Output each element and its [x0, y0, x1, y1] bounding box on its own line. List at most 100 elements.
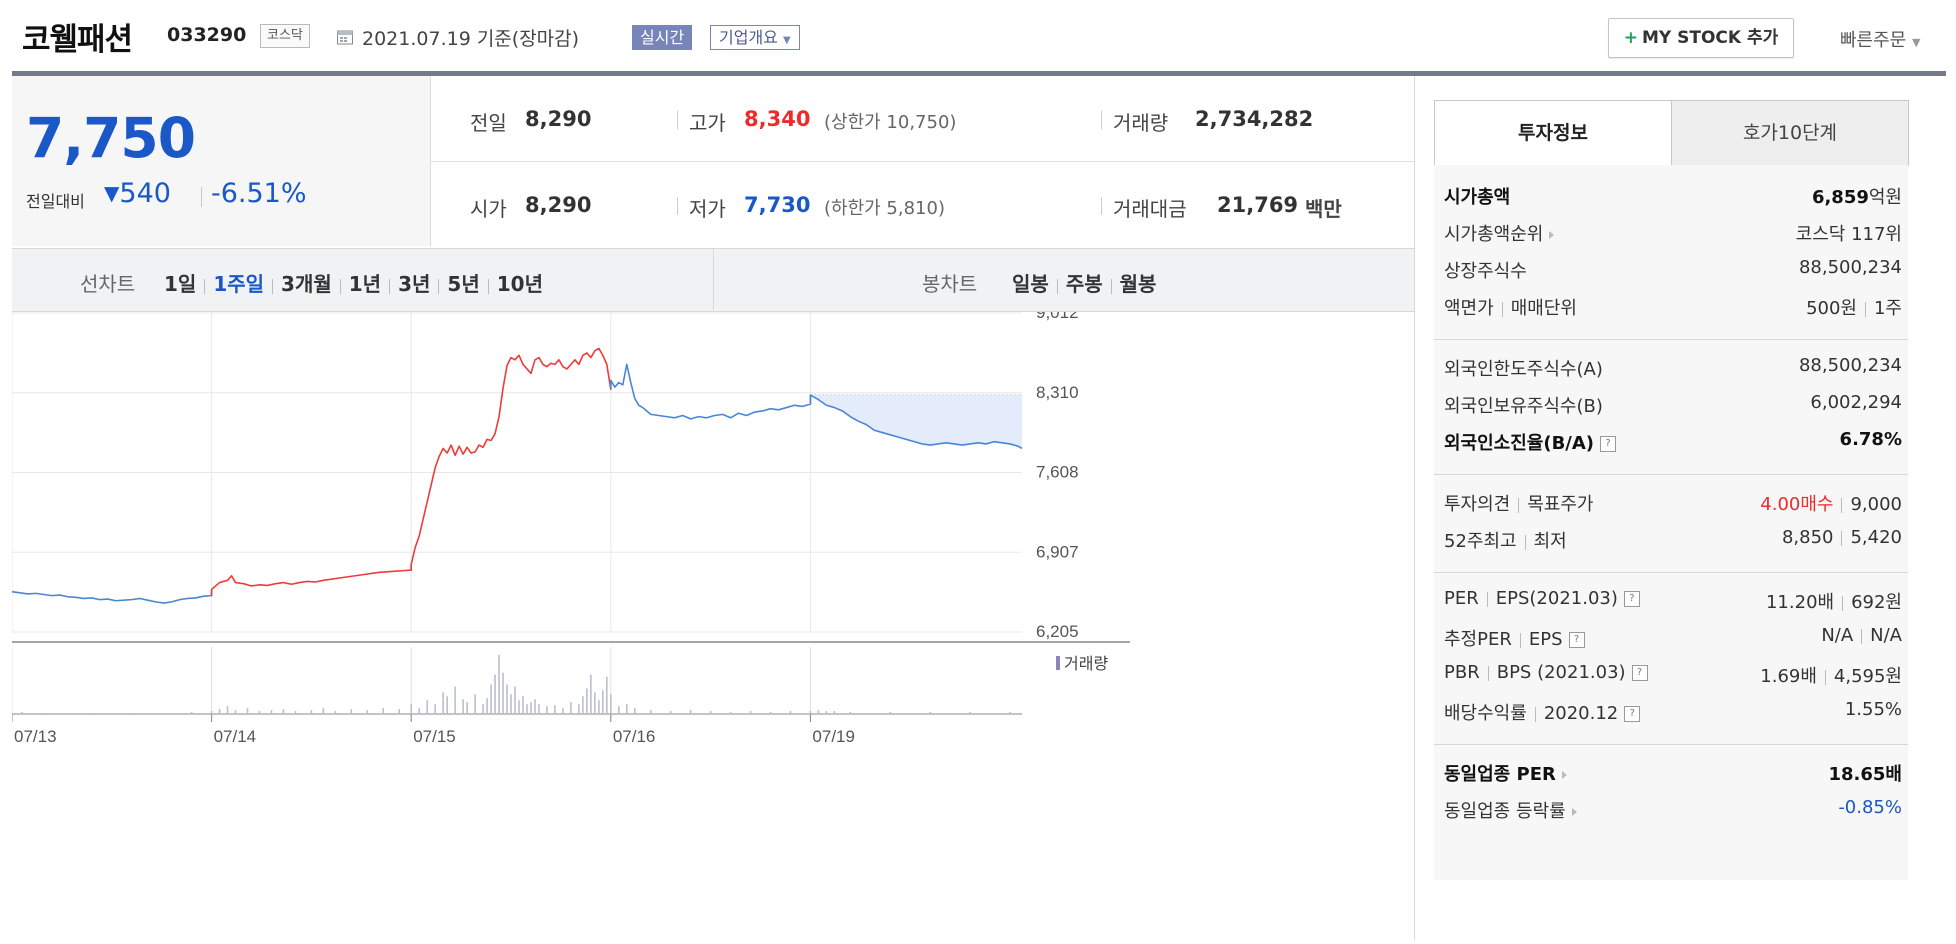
- info-label: 액면가 매매단위: [1444, 294, 1577, 320]
- info-value-text: 500원: [1806, 298, 1857, 319]
- info-value: 코스닥 117위: [1796, 220, 1902, 246]
- arrow-right-icon[interactable]: [1549, 231, 1555, 239]
- y-tick-label: 9,012: [1036, 312, 1079, 322]
- period-tab[interactable]: 10년: [496, 272, 543, 296]
- divider: [677, 197, 678, 215]
- info-value: 1.69배 4,595원: [1760, 662, 1902, 688]
- candle-tab[interactable]: 월봉: [1119, 272, 1157, 296]
- divider: [1518, 497, 1520, 513]
- stock-code: 033290: [167, 24, 247, 46]
- info-value: 8,850 5,420: [1782, 527, 1902, 548]
- info-label-text: 액면가: [1444, 298, 1494, 319]
- below-reference-area: [810, 395, 1022, 449]
- invest-info-body: [1434, 165, 1908, 880]
- arrow-right-icon[interactable]: [1571, 808, 1577, 816]
- info-label: 상장주식수: [1444, 257, 1527, 283]
- price-change-percent: -6.51%: [211, 178, 307, 209]
- divider: [438, 279, 440, 294]
- low-label: 저가: [689, 197, 726, 221]
- price-line: [410, 347, 612, 571]
- help-icon[interactable]: ?: [1623, 591, 1640, 607]
- info-value-text: 88,500,234: [1798, 257, 1902, 278]
- volume-value: 2,734,282: [1195, 107, 1314, 131]
- period-tab[interactable]: 1일: [164, 272, 197, 296]
- price-chart[interactable]: 9,012 8,310 7,608 6,907 6,205 거래량 07/13 07/14 07…: [11, 303, 1414, 940]
- period-tab[interactable]: 3년: [398, 272, 431, 296]
- prev-close-value: 8,290: [525, 107, 592, 131]
- divider: [1524, 534, 1526, 550]
- info-value-text: 1.55%: [1844, 699, 1902, 720]
- info-label-text: 배당수익률: [1444, 703, 1527, 724]
- info-label: 외국인보유주식수(B): [1444, 392, 1603, 418]
- section-divider: [1434, 339, 1908, 340]
- high-value: 8,340: [744, 107, 811, 131]
- divider: [339, 279, 341, 294]
- period-tab[interactable]: 1년: [348, 272, 382, 296]
- info-value-text: 692원: [1851, 592, 1902, 613]
- info-value-text: 9,000: [1850, 494, 1902, 515]
- price-line: [809, 394, 1023, 450]
- stock-header: 코웰패션 033290 코스닥 2021.07.19 기준(장마감) 실시간 기…: [0, 0, 1956, 70]
- my-stock-add-button[interactable]: + MY STOCK 추가: [1608, 18, 1794, 58]
- candle-chart-label: 봉차트: [922, 272, 978, 296]
- my-stock-label: MY STOCK 추가: [1641, 28, 1779, 48]
- divider: [272, 279, 274, 294]
- quick-order-link[interactable]: 빠른주문 ▼: [1840, 26, 1920, 52]
- info-label: 52주최고 최저: [1444, 527, 1567, 553]
- period-tabs: 1일 1주일 3개월 1년 3년 5년 10년: [164, 268, 543, 296]
- period-tab[interactable]: 5년: [447, 272, 480, 296]
- info-label-text: 투자의견: [1444, 494, 1511, 515]
- period-tab[interactable]: 1주일: [213, 272, 265, 296]
- volume-label: 거래량: [1113, 111, 1169, 135]
- tab-order-book[interactable]: 호가10단계: [1671, 100, 1909, 166]
- help-icon[interactable]: ?: [1568, 632, 1585, 648]
- info-label-text: EPS(2021.03): [1495, 588, 1618, 609]
- info-value-text: 4.00매수: [1760, 494, 1834, 515]
- info-label-text: PER: [1444, 588, 1479, 609]
- info-value: N/A N/A: [1821, 625, 1902, 646]
- help-icon[interactable]: ?: [1600, 436, 1617, 452]
- period-tab[interactable]: 3개월: [281, 272, 332, 296]
- info-value-text: -0.85%: [1838, 797, 1902, 818]
- tab-invest-info[interactable]: 투자정보: [1434, 100, 1672, 165]
- volume-legend-swatch: [1056, 656, 1060, 670]
- info-label: 투자의견 목표주가: [1444, 490, 1594, 516]
- candle-tab[interactable]: 일봉: [1012, 272, 1049, 296]
- info-value: 6.78%: [1840, 429, 1902, 450]
- plus-icon: +: [1623, 28, 1638, 48]
- info-label-text: 추정PER: [1444, 629, 1512, 650]
- open-label: 시가: [470, 197, 507, 221]
- help-icon[interactable]: ?: [1624, 706, 1641, 722]
- y-tick-label: 6,205: [1036, 622, 1079, 641]
- info-value: 6,859억원: [1812, 183, 1902, 209]
- info-label: 추정PER EPS?: [1444, 625, 1585, 651]
- market-tag: 코스닥: [260, 24, 310, 48]
- info-value: 6,002,294: [1810, 392, 1902, 413]
- lower-limit: (하한가 5,810): [824, 198, 945, 219]
- info-value-text: 1.69배: [1760, 666, 1817, 687]
- calendar-icon: [337, 30, 353, 45]
- realtime-button[interactable]: 실시간: [632, 25, 693, 50]
- info-label-text: 2020.12: [1543, 703, 1619, 724]
- info-label-text: 외국인소진율(B/A): [1444, 433, 1595, 454]
- info-label-text: 상장주식수: [1444, 261, 1527, 282]
- x-tick-label: 07/13: [14, 727, 57, 746]
- info-label-text: 매매단위: [1510, 298, 1577, 319]
- arrow-right-icon[interactable]: [1561, 771, 1567, 779]
- price-change: ▼540: [104, 178, 171, 209]
- divider: [1101, 111, 1102, 129]
- info-value: 88,500,234: [1799, 355, 1902, 376]
- trade-amount-label: 거래대금: [1113, 197, 1187, 221]
- divider: [1534, 706, 1536, 722]
- info-value: 88,500,234: [1799, 257, 1902, 278]
- row-divider: [431, 161, 1414, 162]
- section-divider: [1434, 744, 1908, 745]
- x-tick-label: 07/14: [214, 727, 257, 746]
- info-label: PBR BPS (2021.03)?: [1444, 662, 1648, 683]
- info-label-text: 52주최고: [1444, 531, 1517, 552]
- info-label: 시가총액순위: [1444, 220, 1555, 246]
- info-value: 18.65배: [1829, 760, 1903, 786]
- help-icon[interactable]: ?: [1631, 665, 1648, 681]
- candle-tab[interactable]: 주봉: [1065, 272, 1103, 296]
- company-overview-dropdown[interactable]: 기업개요 ▼: [710, 25, 800, 50]
